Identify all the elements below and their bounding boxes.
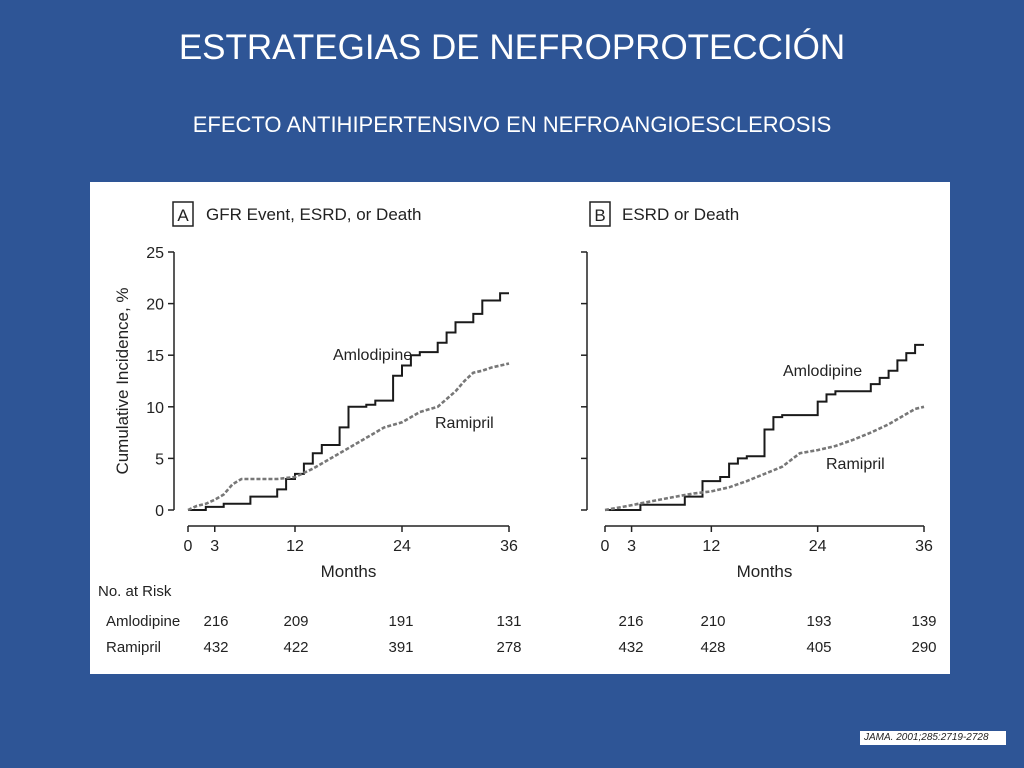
panel-b-x-axis-label: Months [737,562,793,581]
risk-value-b: 216 [618,613,643,630]
risk-value-a: 278 [496,639,521,656]
risk-value-a: 209 [283,613,308,630]
panel-b-ramipril-line [604,405,925,512]
panel-a-x-axis-label: Months [321,562,377,581]
panel-a-y-tick-label: 15 [146,348,164,365]
panel-a-ramipril-label: Ramipril [435,415,494,432]
panel-a-amlodipine-label: Amlodipine [333,347,412,364]
risk-value-a: 131 [496,613,521,630]
panel-a-amlodipine-line [188,292,509,511]
panel-b-letter-box [589,201,611,227]
slide-title: ESTRATEGIAS DE NEFROPROTECCIÓN [178,28,846,67]
risk-value-a: 422 [283,639,308,656]
risk-row-label: Amlodipine [106,613,180,630]
panel-b-ramipril-label: Ramipril [826,456,885,473]
panel-b-title: ESRD or Death [622,205,739,224]
risk-value-a: 191 [388,613,413,630]
panel-a-y-axis-label: Cumulative Incidence, % [113,287,132,474]
risk-value-b: 428 [700,639,725,656]
panel-a-y-tick-label: 10 [146,400,164,417]
risk-value-b: 210 [700,613,725,630]
panel-a-y-tick-label: 25 [146,245,164,262]
risk-value-b: 290 [911,639,936,656]
risk-row-label: Ramipril [106,639,161,656]
risk-value-a: 216 [203,613,228,630]
panel-a-y-tick-label: 0 [155,503,164,520]
panel-b-amlodipine-label: Amlodipine [783,363,862,380]
panel-b-x-tick-label: 12 [702,538,720,555]
panel-a-letter-box [172,201,194,227]
panel-a-x-tick-label: 12 [286,538,304,555]
panel-b-x-tick-label: 36 [915,538,933,555]
panel-b-letter: B [594,206,605,225]
panel-a-title: GFR Event, ESRD, or Death [206,205,421,224]
risk-value-b: 405 [806,639,831,656]
panel-a-ramipril-line [187,362,510,512]
panel-a-y-tick-label: 5 [155,451,164,468]
panel-b-x-tick-label: 0 [601,538,610,555]
panel-b-x-tick-label: 3 [627,538,636,555]
panel-a-x-tick-label: 24 [393,538,411,555]
risk-value-b: 432 [618,639,643,656]
panel-b-x-tick-label: 24 [809,538,827,555]
panel-a-x-tick-label: 36 [500,538,518,555]
risk-value-b: 193 [806,613,831,630]
panel-a-y-tick-label: 20 [146,297,164,314]
panel-b-amlodipine-line [605,343,924,511]
citation: JAMA. 2001;285:2719-2728 [860,731,1006,745]
risk-table-heading: No. at Risk [98,583,172,600]
risk-value-a: 432 [203,639,228,656]
panel-a-x-tick-label: 3 [210,538,219,555]
panel-a-x-tick-label: 0 [184,538,193,555]
slide-subtitle: EFECTO ANTIHIPERTENSIVO EN NEFROANGIOESC… [192,112,832,137]
panel-a-letter: A [177,206,189,225]
risk-value-a: 391 [388,639,413,656]
risk-value-b: 139 [911,613,936,630]
figure-panel: A GFR Event, ESRD, or Death 0 5 10 15 20 25 0 3 12… [90,182,950,674]
